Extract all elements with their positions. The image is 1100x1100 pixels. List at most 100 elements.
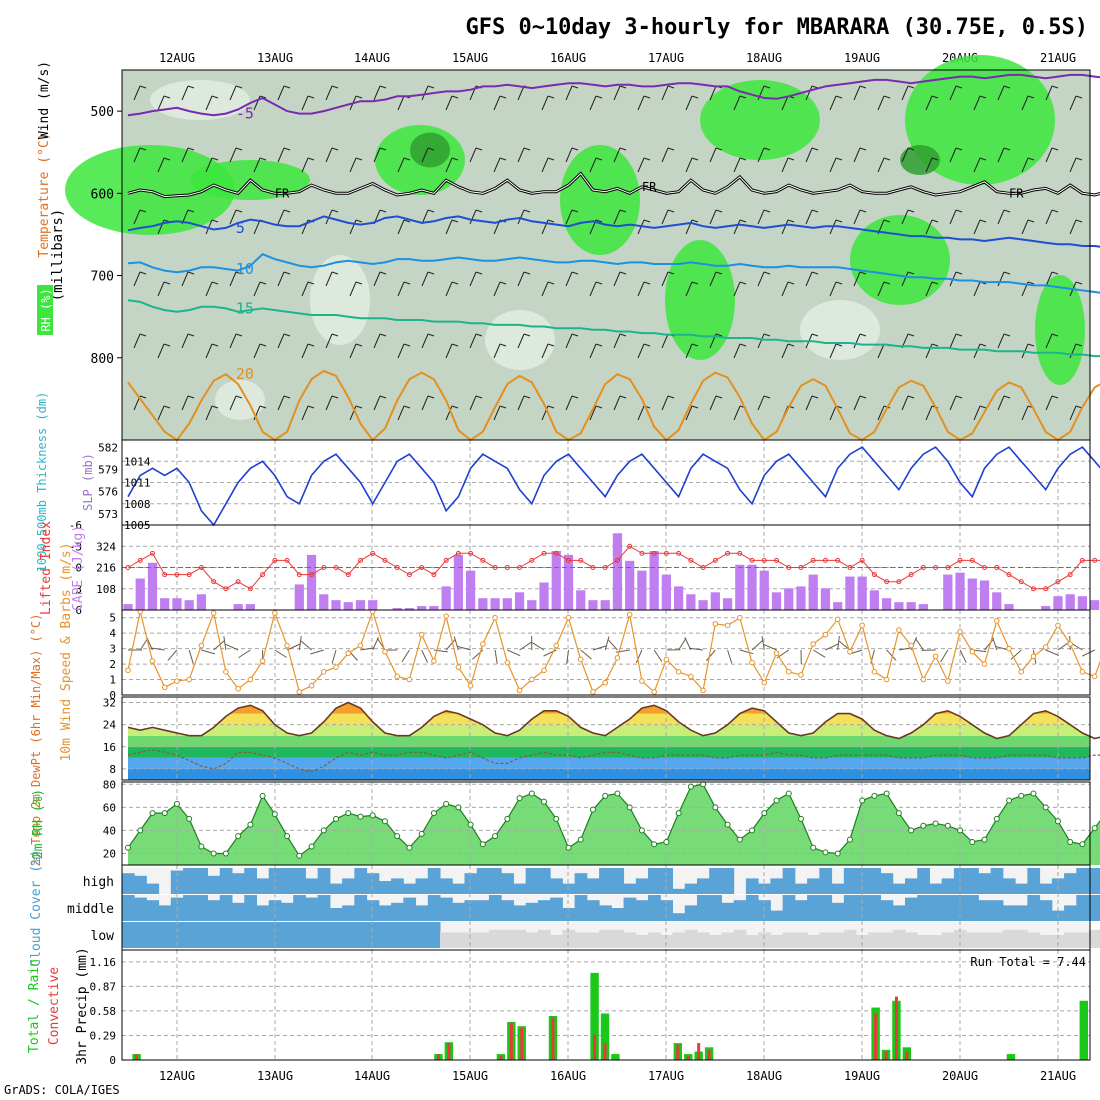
profile-wind-barb-flag (427, 209, 435, 213)
profile-wind-barb (229, 209, 237, 225)
profile-wind-barb (757, 395, 765, 411)
profile-wind-barb-flag (619, 209, 627, 213)
profile-wind-barb (949, 85, 957, 101)
profile-wind-barb (781, 219, 789, 235)
wind-barb (761, 636, 765, 651)
rh-point (259, 792, 266, 799)
profile-wind-barb (541, 95, 549, 111)
profile-wind-barb (829, 405, 837, 421)
lifted-index-point (835, 557, 841, 563)
lifted-index-point (370, 550, 376, 556)
cloud-bar (1027, 932, 1041, 948)
cloud-bar (978, 900, 992, 921)
profile-wind-barb (685, 405, 693, 421)
profile-wind-barb (901, 271, 909, 287)
lifted-index-point (700, 565, 706, 570)
rh-point (981, 836, 988, 843)
profile-wind-barb-flag (451, 95, 459, 99)
rh-point (712, 804, 719, 811)
profile-wind-barb-flag (907, 147, 915, 151)
x-tick-label-bottom: 16AUG (550, 1069, 586, 1083)
cloud-bar (978, 873, 992, 894)
wind-barb (984, 638, 994, 651)
cloud-bar (1039, 935, 1053, 948)
wind-barb (837, 636, 840, 651)
cloud-bar (550, 878, 563, 894)
cloud-bar (1039, 883, 1053, 894)
isotherm-line (127, 299, 1100, 358)
x-tick-label-top: 14AUG (354, 51, 390, 65)
cloud-bar (537, 900, 551, 921)
cloud-bar (574, 895, 588, 921)
profile-wind-barb-flag (763, 209, 771, 213)
profile-wind-barb-flag (1051, 209, 1059, 213)
cloud-bar (599, 868, 612, 894)
cloud-bar (635, 900, 649, 921)
wind-barb (167, 649, 178, 661)
profile-wind-barb-flag (451, 281, 459, 285)
lifted-index-point (627, 543, 633, 549)
profile-wind-barb-flag (259, 157, 267, 161)
cloud-bar (782, 932, 796, 948)
slp-ylabel: SLP (mb) (81, 453, 95, 511)
cape-bar (368, 600, 378, 610)
profile-wind-barb (157, 95, 165, 111)
profile-wind-barb-flag (787, 281, 795, 285)
cloud-ylabel: Cloud Cover (%) (29, 849, 44, 966)
rh-tick-label: 60 (103, 801, 116, 814)
wind-speed-point (284, 642, 290, 649)
wind-speed-point (161, 684, 168, 691)
profile-wind-barb (589, 343, 597, 359)
temp-tick-label: 16 (103, 741, 116, 754)
profile-wind-barb-flag (1003, 85, 1011, 89)
lifted-index-point (309, 572, 315, 578)
profile-wind-barb-flag (187, 395, 195, 399)
rh-point (235, 833, 242, 840)
cape-bar (637, 570, 647, 610)
cloud-bar (843, 895, 857, 921)
cloud-bar (1002, 929, 1016, 948)
profile-wind-barb (205, 219, 213, 235)
profile-wind-barb-flag (715, 147, 723, 151)
wind-speed-point (1079, 669, 1086, 675)
profile-wind-barb (973, 343, 981, 359)
temp-frame (121, 696, 1091, 781)
profile-wind-barb (301, 343, 309, 359)
profile-wind-barb-flag (211, 343, 219, 347)
temp-band (128, 746, 1090, 758)
temp-band (128, 757, 1090, 769)
slp-tick-label: 1008 (124, 498, 151, 511)
cape-bar (490, 598, 500, 610)
lifted-index-point (529, 557, 535, 563)
profile-wind-barb (181, 395, 189, 411)
cape-bar (820, 588, 831, 610)
cloud-bar (354, 922, 368, 948)
cloud-bar (868, 895, 882, 921)
rh-point (137, 827, 144, 834)
y-tick-label-profile: 500 (91, 105, 114, 120)
precip-convective-bar (905, 1051, 909, 1060)
lifted-index-point (357, 557, 363, 563)
cloud-bar (1051, 935, 1065, 948)
cloud-bar (452, 902, 465, 921)
profile-wind-barb (517, 333, 525, 349)
profile-wind-barb (229, 147, 237, 163)
wind-ylabel: 10m Wind Speed & Barbs (m/s) (59, 542, 74, 761)
profile-wind-barb (1045, 209, 1053, 225)
cloud-bar (366, 900, 380, 921)
cloud-bar (562, 908, 576, 921)
x-tick-label-top: 16AUG (550, 51, 586, 65)
cloud-bar (880, 900, 894, 921)
profile-wind-barb (685, 343, 693, 359)
profile-wind-barb-flag (763, 395, 771, 399)
profile-wind-barb-flag (331, 333, 339, 337)
profile-wind-barb-flag (427, 271, 435, 275)
cape-tick-label: 216 (96, 562, 116, 575)
cloud-bar (464, 900, 478, 921)
profile-wind-barb-flag (715, 271, 723, 275)
cloud-bar (305, 922, 319, 948)
cloud-bar (134, 922, 147, 948)
rh-point (125, 844, 131, 851)
rh-point (333, 815, 340, 822)
cloud-bar (758, 883, 771, 894)
